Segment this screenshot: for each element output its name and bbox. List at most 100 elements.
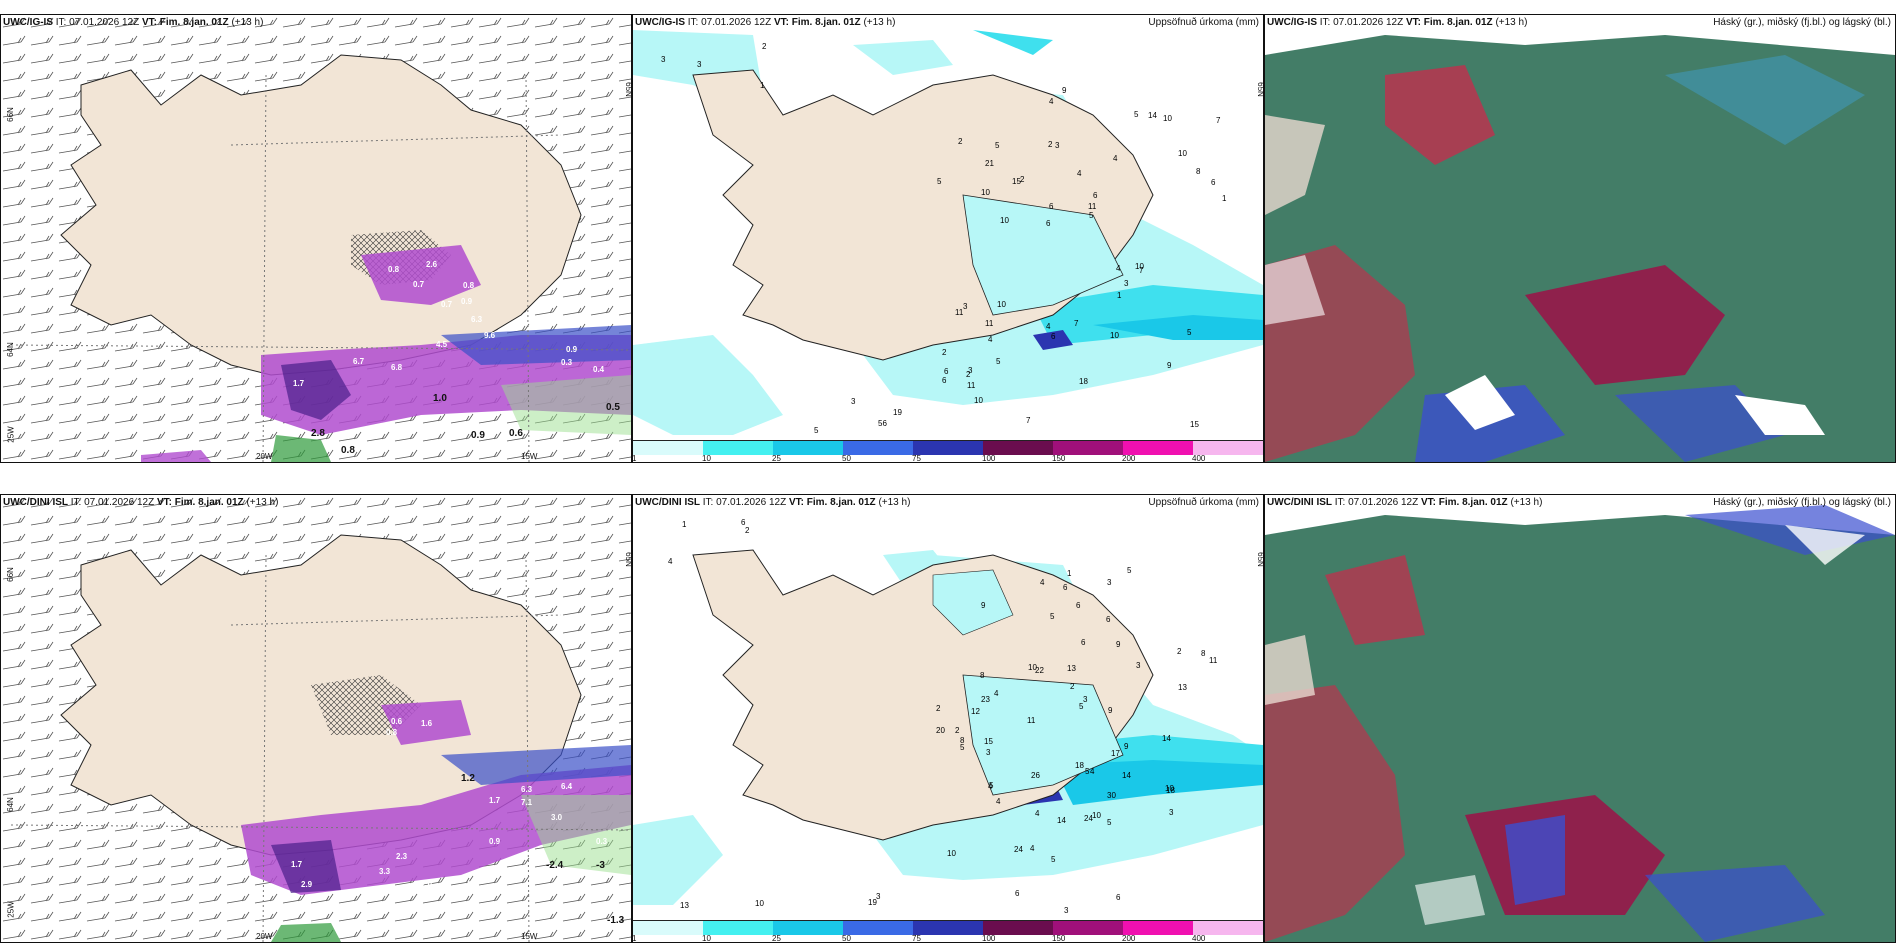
legend-swatch [773, 440, 844, 455]
wind-value: 6.3 [521, 785, 533, 794]
it-label: IT: [1319, 17, 1331, 28]
cloud-panel-row1[interactable]: UWC/IG-IS IT: 07.01.2026 12Z VT: Fim. 8.… [1264, 14, 1896, 463]
wind-value: 1.7 [293, 379, 305, 388]
precip-value: 3 [963, 302, 968, 311]
legend-swatch [843, 440, 914, 455]
precip-value: 26 [1031, 771, 1040, 780]
model-name: UWC/DINI ISL [3, 497, 68, 508]
it-label: IT: [687, 17, 699, 28]
precip-value: 7 [1026, 416, 1031, 425]
precip-value: 9 [1124, 742, 1129, 751]
legend-swatch [1053, 440, 1124, 455]
precip-header-row1: UWC/IG-IS IT: 07.01.2026 12Z VT: Fim. 8.… [635, 17, 895, 28]
wind-value: 0.8 [388, 265, 400, 274]
precip-value: 5 [814, 426, 819, 435]
wind-value: 0.9 [471, 430, 485, 441]
cloud-map-row1 [1265, 15, 1895, 462]
precip-value: 10 [947, 849, 956, 858]
precip-value: 20 [936, 726, 945, 735]
wind-map-row1 [1, 15, 631, 462]
precip-value: 10 [974, 396, 983, 405]
wind-value: 2.9 [301, 880, 313, 889]
legend-tick: 200 [1122, 454, 1136, 463]
precip-value: 3 [1083, 695, 1088, 704]
vt-value: Fim. 8.jan. 01Z [1438, 497, 1508, 508]
precip-value: 4 [996, 797, 1001, 806]
precip-value: 1 [1117, 291, 1122, 300]
precip-value: 4 [1035, 809, 1040, 818]
precip-value: 10 [1028, 663, 1037, 672]
cloud-panel-row2[interactable]: UWC/DINI ISL IT: 07.01.2026 12Z VT: Fim.… [1264, 494, 1896, 943]
lead-time: (+13 h) [231, 17, 264, 28]
legend-swatch [983, 440, 1054, 455]
precip-value: 6 [1046, 219, 1051, 228]
lon-label: 25W [6, 426, 16, 443]
precip-value: 2 [966, 370, 971, 379]
vt-label: VT: [788, 497, 804, 508]
lat-label: 64N [5, 797, 15, 812]
vt-value: Fim. 8.jan. 01Z [791, 17, 861, 28]
precip-value: 17 [1111, 749, 1120, 758]
precip-value: 4 [1040, 578, 1045, 587]
wind-value: 2.8 [311, 428, 325, 439]
wind-value: 0.6 [391, 717, 403, 726]
precip-value: 7 [1139, 266, 1144, 275]
precip-value: 21 [985, 159, 994, 168]
precip-value: 11 [967, 381, 976, 390]
precip-value: 3 [1055, 141, 1060, 150]
lead-time: (+13 h) [246, 497, 279, 508]
legend-tick: 10 [702, 934, 711, 943]
precip-value: 1 [760, 81, 765, 90]
wind-value: 6.3 [471, 315, 483, 324]
wind-value: 9.6 [484, 331, 496, 340]
it-label: IT: [70, 497, 82, 508]
precip-panel-row2[interactable]: UWC/DINI ISL IT: 07.01.2026 12Z VT: Fim.… [632, 494, 1264, 943]
precip-value: 2 [936, 704, 941, 713]
cloud-header-row1: UWC/IG-IS IT: 07.01.2026 12Z VT: Fim. 8.… [1267, 17, 1527, 28]
precip-value: 6 [1093, 191, 1098, 200]
wind-panel-row1[interactable]: UWC/IG-IS IT: 07.01.2026 12Z VT: Fim. 8.… [0, 14, 632, 463]
legend-tick: 25 [772, 934, 781, 943]
lat-label: 66N [5, 107, 15, 122]
lon-label: 20W [256, 932, 273, 941]
legend-swatch [1193, 920, 1263, 935]
precip-value: 6 [942, 376, 947, 385]
model-name: UWC/IG-IS [1267, 17, 1317, 28]
precip-value: 11 [985, 319, 994, 328]
precip-value: 4 [988, 782, 993, 791]
precip-value: 6 [1081, 638, 1086, 647]
vt-value: Fim. 8.jan. 01Z [1423, 17, 1493, 28]
wind-value: 2.6 [426, 260, 438, 269]
precip-value: 4 [988, 335, 993, 344]
precip-value: 18 [1075, 761, 1084, 770]
wind-value: 3.3 [379, 867, 391, 876]
precip-value: 18 [1166, 786, 1175, 795]
it-value: 07.01.2026 12Z [1348, 497, 1419, 508]
precip-value: 5 [995, 141, 1000, 150]
precip-value: 5 [989, 781, 994, 790]
precip-value: 4 [1030, 844, 1035, 853]
precip-value: 3 [986, 748, 991, 757]
precip-value: 5 [1107, 818, 1112, 827]
precip-value: 11 [1027, 716, 1036, 725]
precip-value: 5 [960, 743, 965, 752]
precip-value: 10 [1000, 216, 1009, 225]
precip-value: 3 [1169, 808, 1174, 817]
precip-value: 10 [1135, 262, 1144, 271]
legend-swatch [773, 920, 844, 935]
wind-panel-row2[interactable]: UWC/DINI ISL IT: 07.01.2026 12Z VT: Fim.… [0, 494, 632, 943]
precip-value: 9 [981, 601, 986, 610]
precip-panel-row1[interactable]: UWC/IG-IS IT: 07.01.2026 12Z VT: Fim. 8.… [632, 14, 1264, 463]
lon-label: 15W [521, 932, 538, 941]
lat-label: 65N [623, 82, 632, 97]
wind-value: -2.4 [546, 860, 564, 871]
precip-value: 15 [1190, 420, 1199, 429]
precip-value: 15 [1012, 177, 1021, 186]
legend-swatch [703, 920, 774, 935]
precip-value: 3 [1136, 661, 1141, 670]
wind-value: 0.5 [606, 402, 620, 413]
vt-label: VT: [156, 497, 172, 508]
it-label: IT: [55, 17, 67, 28]
legend-tick: 50 [842, 934, 851, 943]
lat-label: 65N [1255, 82, 1264, 97]
